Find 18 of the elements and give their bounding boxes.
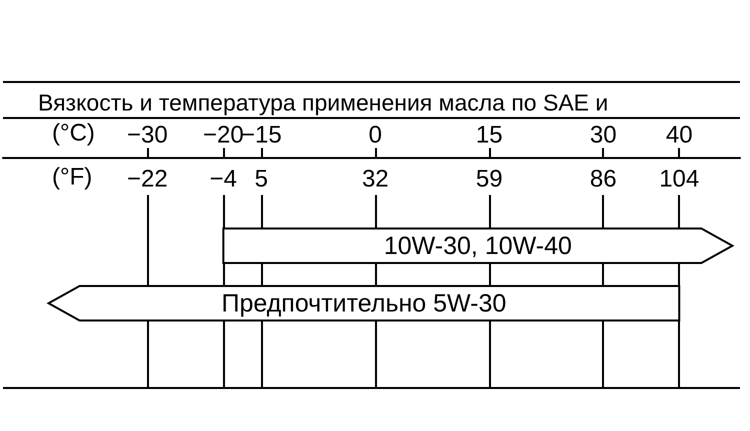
x-tick-label: −20 bbox=[202, 122, 244, 148]
y-tick-label: 10W-30, 10W-40 bbox=[384, 232, 572, 260]
x-tick-label: 30 bbox=[590, 122, 617, 148]
x2-tick-label: 32 bbox=[362, 166, 389, 192]
x-tick-label: 15 bbox=[476, 122, 503, 148]
x2-axis-title: (°F) bbox=[52, 164, 92, 190]
x-tick-label: 0 bbox=[368, 122, 382, 148]
x2-tick-label: −22 bbox=[127, 166, 168, 192]
x2-tick-label: 5 bbox=[254, 166, 268, 192]
x2-tick-label: −4 bbox=[210, 166, 238, 192]
y-tick-label: Предпочтительно 5W-30 bbox=[221, 289, 506, 318]
chart-title: Вязкость и температура применения масла по SAE и bbox=[38, 90, 608, 116]
x2-tick-label: 86 bbox=[590, 166, 617, 192]
x2-tick-label: 104 bbox=[659, 166, 700, 192]
x-tick-label: 40 bbox=[666, 122, 693, 148]
x2-tick-label: 59 bbox=[476, 166, 503, 192]
x-tick-label: −30 bbox=[127, 122, 168, 148]
x-axis-title: (°C) bbox=[52, 120, 95, 146]
